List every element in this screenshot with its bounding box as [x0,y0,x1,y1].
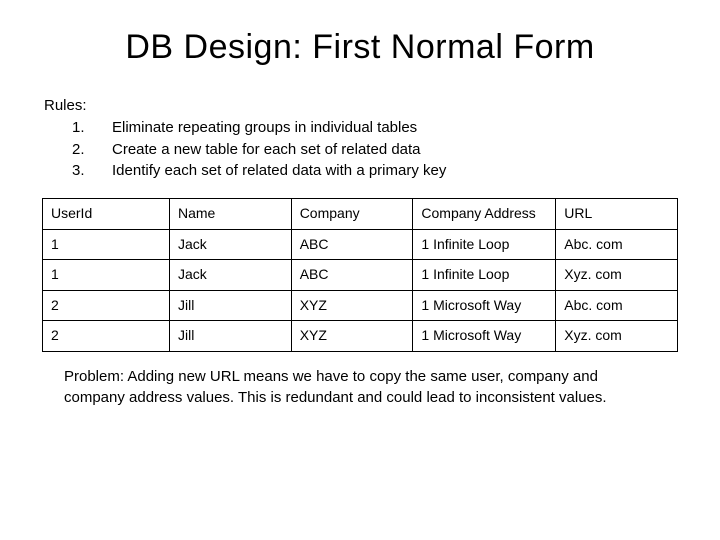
table-row: 1 Jack ABC 1 Infinite Loop Abc. com [43,229,678,260]
table-header-row: UserId Name Company Company Address URL [43,199,678,230]
cell: ABC [291,260,413,291]
rule-number: 3. [72,160,112,182]
rule-text: Identify each set of related data with a… [112,160,446,182]
rule-number: 2. [72,139,112,161]
table-row: 2 Jill XYZ 1 Microsoft Way Xyz. com [43,321,678,352]
col-header: Company Address [413,199,556,230]
cell: XYZ [291,290,413,321]
rules-section: Rules: 1. Eliminate repeating groups in … [44,95,684,182]
cell: ABC [291,229,413,260]
cell: Xyz. com [556,260,678,291]
rule-item: 2. Create a new table for each set of re… [72,139,684,161]
cell: Jill [169,321,291,352]
cell: Abc. com [556,290,678,321]
rules-label: Rules: [44,95,684,117]
cell: XYZ [291,321,413,352]
cell: 1 [43,229,170,260]
user-table: UserId Name Company Company Address URL … [42,198,678,352]
table-row: 2 Jill XYZ 1 Microsoft Way Abc. com [43,290,678,321]
rule-text: Create a new table for each set of relat… [112,139,421,161]
table-row: 1 Jack ABC 1 Infinite Loop Xyz. com [43,260,678,291]
col-header: UserId [43,199,170,230]
rule-item: 1. Eliminate repeating groups in individ… [72,117,684,139]
cell: Jack [169,229,291,260]
col-header: URL [556,199,678,230]
cell: Jill [169,290,291,321]
col-header: Name [169,199,291,230]
col-header: Company [291,199,413,230]
rules-list: 1. Eliminate repeating groups in individ… [72,117,684,182]
cell: 2 [43,290,170,321]
cell: 1 Infinite Loop [413,260,556,291]
cell: 1 [43,260,170,291]
cell: Jack [169,260,291,291]
page-title: DB Design: First Normal Form [36,28,684,67]
cell: 1 Microsoft Way [413,321,556,352]
cell: Abc. com [556,229,678,260]
rule-item: 3. Identify each set of related data wit… [72,160,684,182]
cell: 1 Infinite Loop [413,229,556,260]
rule-number: 1. [72,117,112,139]
rule-text: Eliminate repeating groups in individual… [112,117,417,139]
problem-text: Problem: Adding new URL means we have to… [64,366,662,408]
cell: 2 [43,321,170,352]
cell: 1 Microsoft Way [413,290,556,321]
cell: Xyz. com [556,321,678,352]
